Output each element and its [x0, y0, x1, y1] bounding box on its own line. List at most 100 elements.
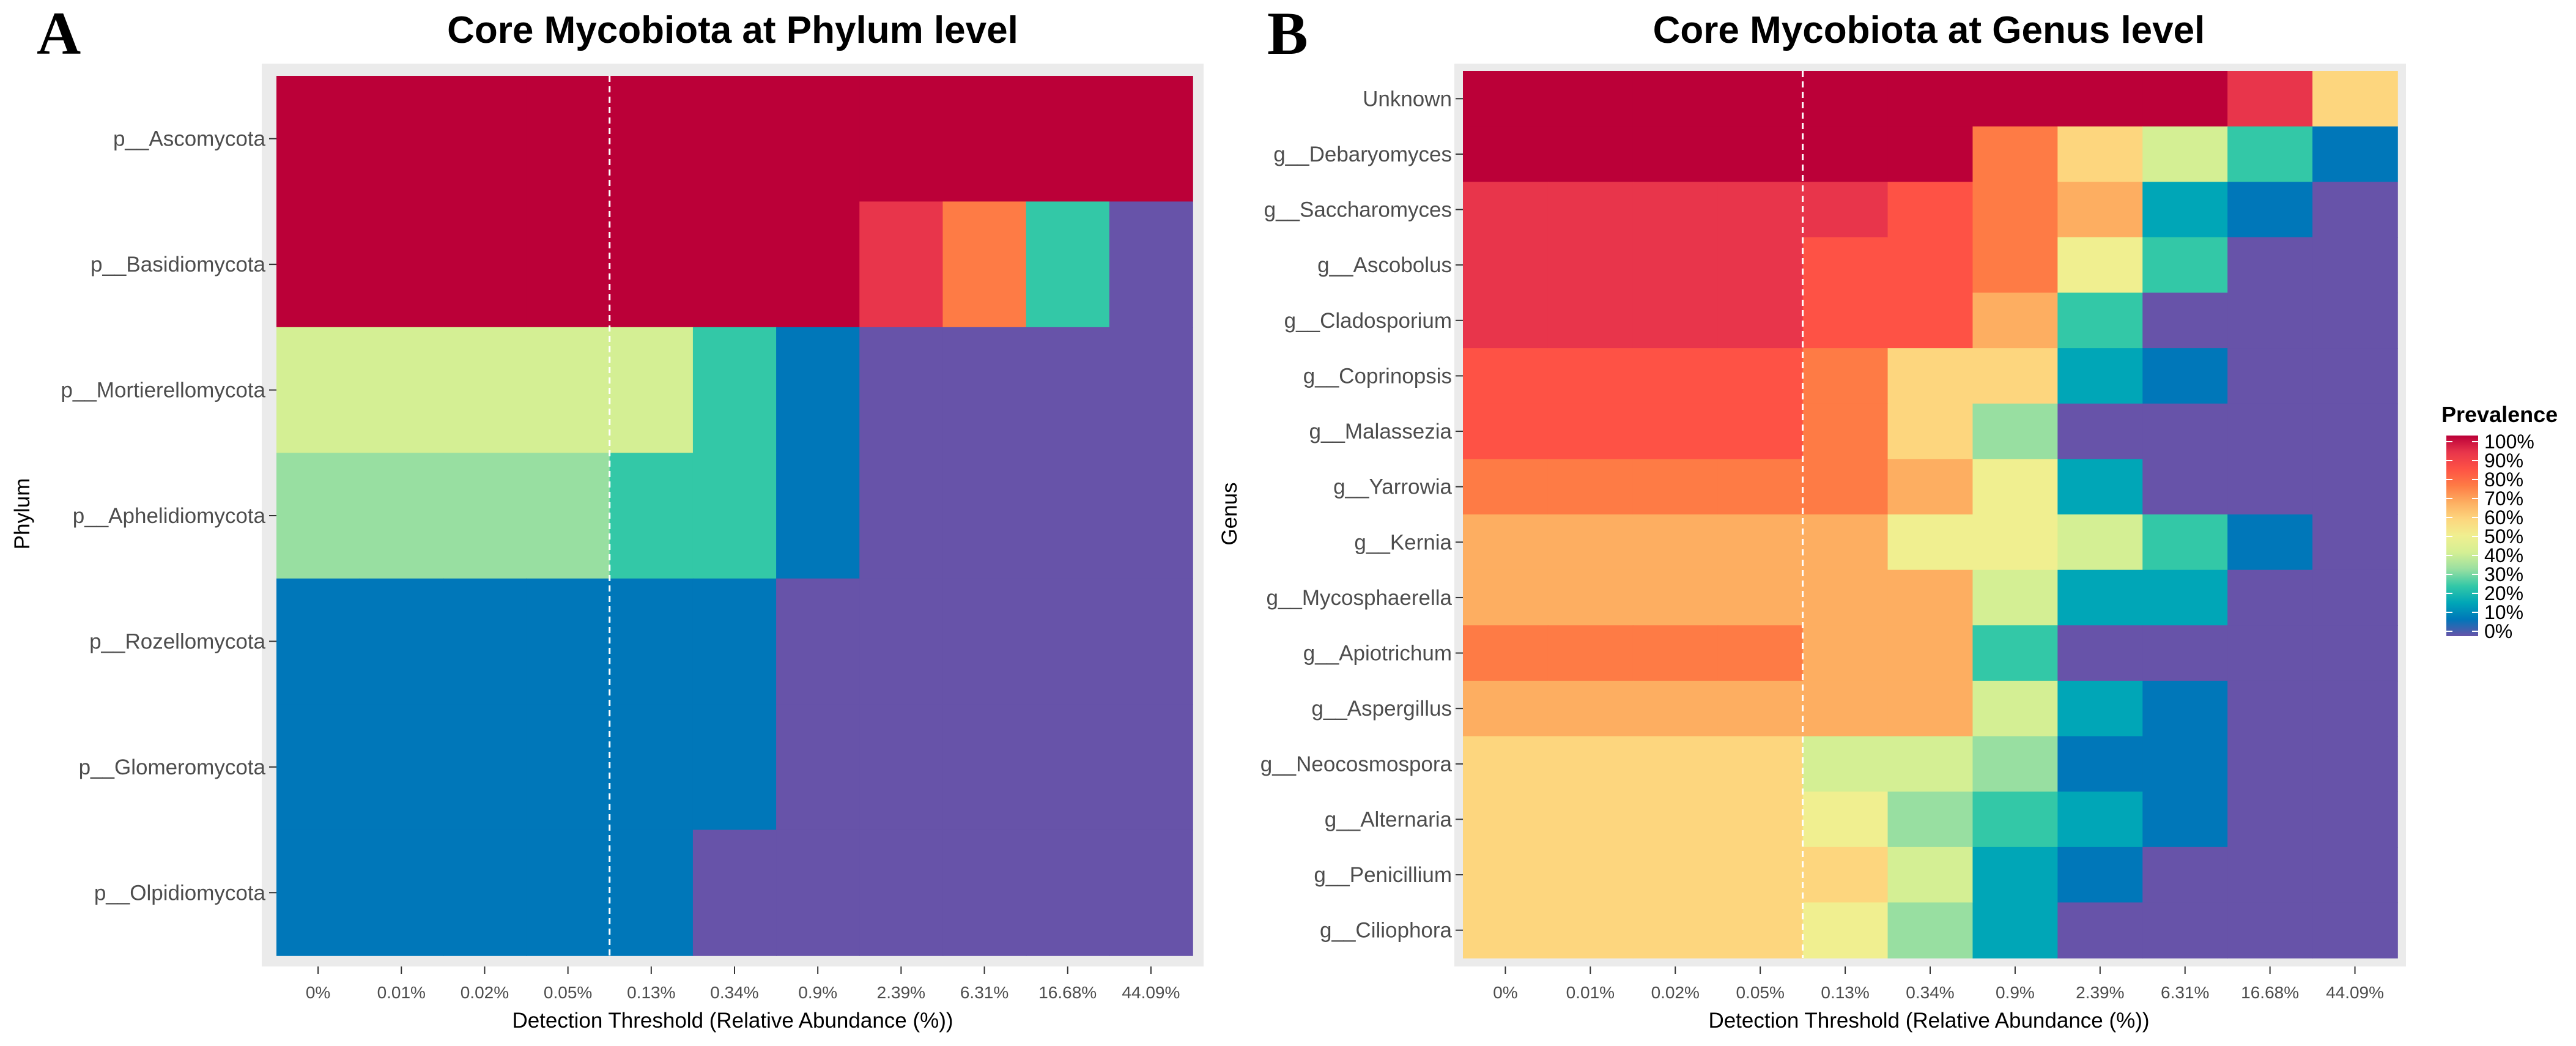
heatmap-cell-b-10-2: [1632, 625, 1719, 681]
heatmap-cell-b-14-1: [1547, 847, 1634, 903]
x-tick-label-b-2: 0.02%: [1651, 983, 1700, 1002]
heatmap-cell-b-1-4: [1802, 126, 1889, 183]
heatmap-cell-b-7-7: [2057, 459, 2144, 515]
heatmap-cell-a-4-1: [360, 578, 444, 705]
heatmap-cell-a-1-7: [859, 201, 944, 328]
y-tick-label-b-4: g__Cladosporium: [1284, 309, 1452, 333]
y-tick-labels-b: Unknown g__Debaryomyces g__Saccharomyces g_…: [1260, 87, 1463, 943]
y-tick-label-b-1: g__Debaryomyces: [1273, 143, 1452, 166]
heatmap-cell-b-6-1: [1547, 403, 1634, 460]
heatmap-cell-a-3-7: [859, 453, 944, 579]
y-tick-label-b-5: g__Coprinopsis: [1303, 364, 1452, 388]
heatmap-cell-b-15-4: [1802, 902, 1889, 959]
heatmap-cell-b-5-5: [1887, 348, 1974, 404]
heatmap-cell-b-15-5: [1887, 902, 1974, 959]
heatmap-cell-b-13-0: [1463, 792, 1549, 848]
heatmap-cell-a-2-5: [692, 327, 777, 454]
heatmap-cell-b-1-6: [1972, 126, 2059, 183]
heatmap-cell-b-7-3: [1717, 459, 1804, 515]
x-tick-label-b-3: 0.05%: [1736, 983, 1784, 1002]
heatmap-cell-a-4-6: [776, 578, 861, 705]
heatmap-cell-b-1-7: [2057, 126, 2144, 183]
heatmap-cell-b-8-6: [1972, 514, 2059, 571]
heatmap-cell-b-7-10: [2312, 459, 2398, 515]
heatmap-cell-b-13-3: [1717, 792, 1804, 848]
heatmap-cell-b-12-0: [1463, 736, 1549, 792]
heatmap-cell-a-1-5: [692, 201, 777, 328]
heatmap-cells-a: [276, 76, 1193, 956]
heatmap-cell-b-11-10: [2312, 680, 2398, 737]
heatmap-cell-a-3-2: [443, 453, 527, 579]
heatmap-cell-b-10-4: [1802, 625, 1889, 681]
legend-label-3: 70%: [2484, 488, 2523, 510]
heatmap-cell-a-3-6: [776, 453, 861, 579]
heatmap-cell-b-2-0: [1463, 182, 1549, 238]
heatmap-cell-b-0-2: [1632, 71, 1719, 127]
heatmap-cell-a-2-9: [1026, 327, 1110, 454]
heatmap-cell-a-3-5: [692, 453, 777, 579]
heatmap-cell-b-7-9: [2227, 459, 2313, 515]
heatmap-cell-a-0-4: [609, 76, 694, 202]
heatmap-cell-b-8-5: [1887, 514, 1974, 571]
heatmap-cell-a-2-8: [942, 327, 1027, 454]
y-tick-label-a-0: p__Ascomycota: [113, 127, 266, 151]
heatmap-cell-b-11-9: [2227, 680, 2313, 737]
heatmap-cell-b-9-3: [1717, 569, 1804, 626]
heatmap-cell-b-6-9: [2227, 403, 2313, 460]
heatmap-cell-b-4-5: [1887, 292, 1974, 349]
heatmap-cell-a-1-8: [942, 201, 1027, 328]
heatmap-cell-b-3-4: [1802, 237, 1889, 294]
heatmap-cell-b-4-1: [1547, 292, 1634, 349]
heatmap-cell-b-0-6: [1972, 71, 2059, 127]
heatmap-cell-b-13-1: [1547, 792, 1634, 848]
legend: Prevalence 100%90%80%70%60%50%40%30%20%1…: [2441, 402, 2558, 642]
heatmap-cell-b-10-10: [2312, 625, 2398, 681]
heatmap-cell-a-3-3: [526, 453, 610, 579]
heatmap-cell-a-4-10: [1109, 578, 1193, 705]
heatmap-cell-b-12-9: [2227, 736, 2313, 792]
heatmap-cell-b-9-7: [2057, 569, 2144, 626]
heatmap-cell-b-15-6: [1972, 902, 2059, 959]
heatmap-cell-b-14-2: [1632, 847, 1719, 903]
heatmap-cell-b-10-3: [1717, 625, 1804, 681]
heatmap-cell-a-1-0: [276, 201, 360, 328]
heatmap-cell-b-4-6: [1972, 292, 2059, 349]
heatmap-cell-b-13-10: [2312, 792, 2398, 848]
heatmap-cell-b-13-2: [1632, 792, 1719, 848]
heatmap-cell-b-12-2: [1632, 736, 1719, 792]
legend-labels: 100%90%80%70%60%50%40%30%20%10%0%: [2446, 431, 2534, 642]
heatmap-cell-b-1-2: [1632, 126, 1719, 183]
legend-label-0: 100%: [2484, 431, 2534, 453]
heatmap-cell-b-10-1: [1547, 625, 1634, 681]
heatmap-cell-b-15-8: [2142, 902, 2228, 959]
heatmap-cell-a-2-0: [276, 327, 360, 454]
y-tick-label-a-1: p__Basidiomycota: [91, 253, 266, 276]
heatmap-cell-b-6-5: [1887, 403, 1974, 460]
heatmap-cell-a-4-0: [276, 578, 360, 705]
legend-label-9: 10%: [2484, 601, 2523, 623]
heatmap-cell-b-9-1: [1547, 569, 1634, 626]
heatmap-cell-b-6-7: [2057, 403, 2144, 460]
heatmap-cell-b-10-8: [2142, 625, 2228, 681]
heatmap-cell-b-4-7: [2057, 292, 2144, 349]
heatmap-cell-a-6-4: [609, 829, 694, 956]
heatmap-cell-b-9-10: [2312, 569, 2398, 626]
panel-a: A Core Mycobiota at Phylum level p__Asco…: [10, 0, 1204, 1033]
heatmap-cell-b-4-9: [2227, 292, 2313, 349]
heatmap-cell-a-6-5: [692, 829, 777, 956]
heatmap-cell-b-8-1: [1547, 514, 1634, 571]
heatmap-cell-b-13-6: [1972, 792, 2059, 848]
heatmap-cell-b-14-0: [1463, 847, 1549, 903]
heatmap-cell-b-13-9: [2227, 792, 2313, 848]
x-tick-label-b-10: 44.09%: [2326, 983, 2384, 1002]
x-tick-label-b-4: 0.13%: [1821, 983, 1869, 1002]
heatmap-cell-b-1-8: [2142, 126, 2228, 183]
heatmap-cell-b-6-3: [1717, 403, 1804, 460]
heatmap-cell-a-1-6: [776, 201, 861, 328]
heatmap-cell-b-15-3: [1717, 902, 1804, 959]
heatmap-cell-b-12-6: [1972, 736, 2059, 792]
heatmap-cell-b-12-5: [1887, 736, 1974, 792]
heatmap-cell-b-6-6: [1972, 403, 2059, 460]
x-tick-label-a-8: 6.31%: [960, 983, 1009, 1002]
heatmap-cell-b-1-9: [2227, 126, 2313, 183]
